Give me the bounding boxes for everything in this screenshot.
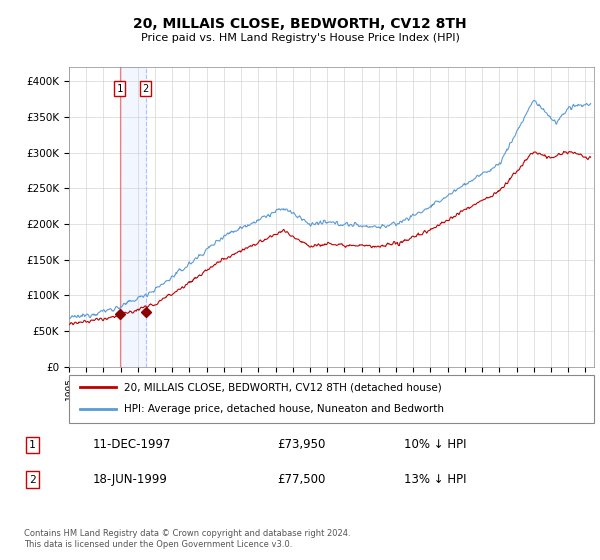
Text: Contains HM Land Registry data © Crown copyright and database right 2024.
This d: Contains HM Land Registry data © Crown c… — [24, 529, 350, 549]
Text: 20, MILLAIS CLOSE, BEDWORTH, CV12 8TH: 20, MILLAIS CLOSE, BEDWORTH, CV12 8TH — [133, 16, 467, 30]
Text: 11-DEC-1997: 11-DEC-1997 — [92, 438, 171, 451]
FancyBboxPatch shape — [69, 375, 594, 423]
Text: HPI: Average price, detached house, Nuneaton and Bedworth: HPI: Average price, detached house, Nune… — [124, 404, 444, 414]
Text: £73,950: £73,950 — [277, 438, 325, 451]
Bar — [119, 67, 146, 367]
Text: 13% ↓ HPI: 13% ↓ HPI — [404, 473, 466, 486]
Text: 1: 1 — [116, 83, 123, 94]
Text: £77,500: £77,500 — [277, 473, 325, 486]
Text: 2: 2 — [29, 474, 35, 484]
Text: 1: 1 — [29, 440, 35, 450]
Text: Price paid vs. HM Land Registry's House Price Index (HPI): Price paid vs. HM Land Registry's House … — [140, 33, 460, 43]
Text: 10% ↓ HPI: 10% ↓ HPI — [404, 438, 466, 451]
Text: 18-JUN-1999: 18-JUN-1999 — [92, 473, 167, 486]
Text: 20, MILLAIS CLOSE, BEDWORTH, CV12 8TH (detached house): 20, MILLAIS CLOSE, BEDWORTH, CV12 8TH (d… — [124, 382, 442, 392]
Text: 2: 2 — [143, 83, 149, 94]
